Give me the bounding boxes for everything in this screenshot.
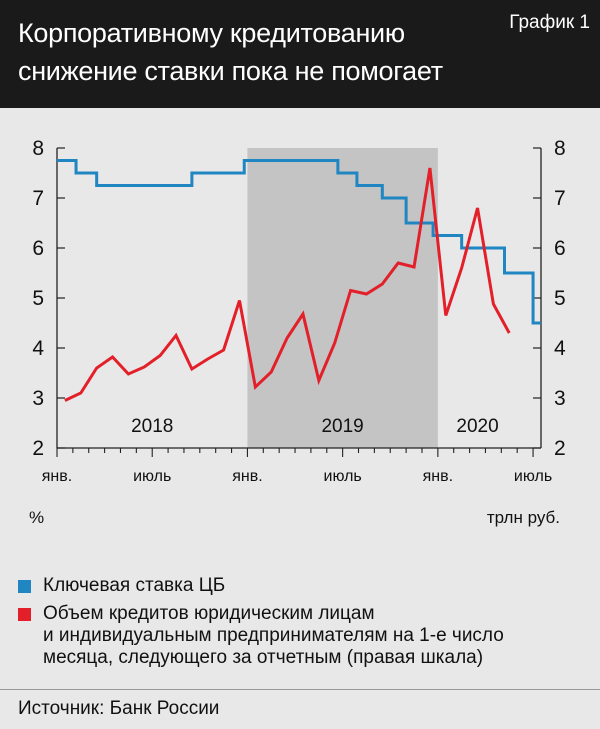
y-tick-label-right: 8	[554, 137, 566, 160]
left-unit-label: %	[29, 508, 44, 527]
year-label: 2018	[131, 416, 173, 437]
series-line-loans	[64, 167, 511, 402]
x-tick-label: янв.	[423, 468, 453, 485]
legend-label-key-rate: Ключевая ставка ЦБ	[43, 575, 226, 596]
y-tick-label-right: 5	[554, 287, 566, 310]
graph-number-label: График 1	[509, 12, 590, 33]
source-note: Источник: Банк России	[18, 698, 220, 719]
line-chart: 2 2 3 3 4 4 5 5 6 6 7 7 8 8 янв. июль янв. июль янв. июль 20…	[29, 137, 566, 527]
year-label: 2020	[456, 416, 498, 437]
y-tick-label-left: 2	[32, 437, 44, 460]
x-tick-label: июль	[324, 468, 362, 485]
right-unit-label: трлн руб.	[487, 508, 560, 527]
y-tick-label-left: 5	[32, 287, 44, 310]
legend-swatch-loans	[18, 608, 31, 621]
y-tick-label-left: 3	[32, 387, 44, 410]
x-tick-label: июль	[514, 468, 552, 485]
y-tick-label-left: 7	[32, 187, 44, 210]
chart-title: Корпоративному кредитованию снижение ста…	[18, 18, 443, 86]
y-tick-label-left: 4	[32, 337, 44, 360]
legend-item-key-rate: Ключевая ставка ЦБ	[18, 575, 588, 597]
series-line-key-rate	[57, 159, 541, 325]
legend: Ключевая ставка ЦБ Объем кредитов юридич…	[18, 575, 588, 675]
y-tick-label-right: 4	[554, 337, 566, 360]
y-tick-label-right: 6	[554, 237, 566, 260]
y-tick-label-right: 7	[554, 187, 566, 210]
year-label: 2019	[321, 416, 363, 437]
divider-line	[0, 689, 600, 690]
x-tick-label: янв.	[232, 468, 262, 485]
shaded-2019-band	[247, 148, 438, 448]
header-banner: Корпоративному кредитованию снижение ста…	[0, 0, 600, 108]
x-tick-label: янв.	[42, 468, 72, 485]
legend-label-loans: Объем кредитов юридическим лицам и индив…	[43, 603, 504, 668]
x-tick-label: июль	[133, 468, 171, 485]
y-tick-label-left: 6	[32, 237, 44, 260]
legend-item-loans: Объем кредитов юридическим лицам и индив…	[18, 603, 588, 669]
y-tick-label-right: 3	[554, 387, 566, 410]
y-tick-label-left: 8	[32, 137, 44, 160]
y-tick-label-right: 2	[554, 437, 566, 460]
legend-swatch-key-rate	[18, 580, 31, 593]
